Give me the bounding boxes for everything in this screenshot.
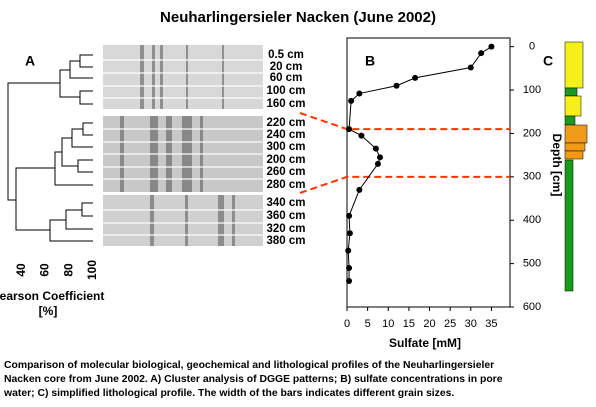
- data-point: [393, 82, 400, 89]
- axis-title: [%]: [39, 304, 58, 318]
- y-tick-label: 300: [523, 171, 541, 183]
- boundary-line: [299, 112, 510, 131]
- x-tick-label: 60: [38, 263, 52, 277]
- dendrogram: [7, 54, 93, 242]
- data-point: [345, 247, 352, 254]
- lane-label: 340 cm: [266, 197, 305, 209]
- caption-line: Comparison of molecular biological, geoc…: [4, 360, 495, 371]
- panel-label: C: [543, 53, 553, 69]
- lane-label: 360 cm: [266, 210, 305, 222]
- boundary-line: [299, 175, 510, 194]
- x-tick-label: 25: [444, 318, 456, 330]
- data-point: [358, 132, 365, 139]
- y-tick-label: 600: [523, 301, 541, 313]
- lane-label: 240 cm: [266, 129, 305, 141]
- lane-label: 20 cm: [270, 61, 303, 73]
- lane-label: 0.5 cm: [268, 49, 304, 61]
- data-point: [377, 154, 384, 161]
- lane-label: 260 cm: [266, 166, 305, 178]
- data-point: [346, 264, 353, 271]
- data-point: [346, 212, 353, 219]
- data-point: [412, 74, 419, 81]
- data-point: [372, 145, 379, 152]
- y-tick-label: 500: [523, 258, 541, 270]
- caption-line: water; C) simplified lithological profil…: [4, 388, 455, 399]
- y-tick-label: 100: [523, 84, 541, 96]
- x-tick-label: 15: [403, 318, 415, 330]
- axis-title: Pearson Coefficient: [0, 289, 104, 303]
- lane-label: 200 cm: [266, 154, 305, 166]
- axis-title: Depth [cm]: [550, 134, 564, 197]
- panel-label: B: [365, 53, 375, 69]
- data-point: [356, 186, 363, 193]
- data-point: [346, 126, 353, 133]
- lane-label: 380 cm: [266, 235, 305, 247]
- x-tick-label: 0: [344, 318, 350, 330]
- data-point: [478, 50, 485, 57]
- x-tick-label: 35: [485, 318, 497, 330]
- data-point: [467, 64, 474, 71]
- data-point: [488, 43, 495, 50]
- lane-label: 100 cm: [266, 85, 305, 97]
- data-point: [346, 230, 353, 237]
- title: Neuharlingersieler Nacken (June 2002): [160, 9, 436, 26]
- x-tick-label: 30: [465, 318, 477, 330]
- y-tick-label: 400: [523, 214, 541, 226]
- lane-label: 300 cm: [266, 141, 305, 153]
- data-point: [346, 277, 353, 284]
- lane-label: 320 cm: [266, 223, 305, 235]
- lane-label: 160 cm: [266, 98, 305, 110]
- profile-line: [347, 46, 492, 281]
- caption-line: Nacken core from June 2002. A) Cluster a…: [4, 374, 503, 385]
- lithology-column: [564, 41, 588, 292]
- x-tick-label: 20: [423, 318, 435, 330]
- data-point: [356, 90, 363, 97]
- x-tick-label: 100: [85, 260, 99, 280]
- y-tick-label: 0: [529, 41, 535, 53]
- lane-label: 60 cm: [270, 72, 303, 84]
- x-tick-label: 5: [365, 318, 371, 330]
- data-point: [348, 97, 355, 104]
- gel-image: [103, 45, 263, 246]
- lane-label: 220 cm: [266, 117, 305, 129]
- chart: Neuharlingersieler Nacken (June 2002) A …: [0, 9, 588, 350]
- y-tick-label: 200: [523, 127, 541, 139]
- x-tick-label: 40: [14, 263, 28, 277]
- axis-title: Sulfate [mM]: [389, 336, 461, 350]
- x-tick-label: 10: [382, 318, 394, 330]
- panel-label: A: [25, 53, 35, 69]
- plot-frame: [346, 37, 511, 308]
- lane-label: 280 cm: [266, 179, 305, 191]
- x-tick-label: 80: [61, 263, 75, 277]
- data-point: [374, 160, 381, 167]
